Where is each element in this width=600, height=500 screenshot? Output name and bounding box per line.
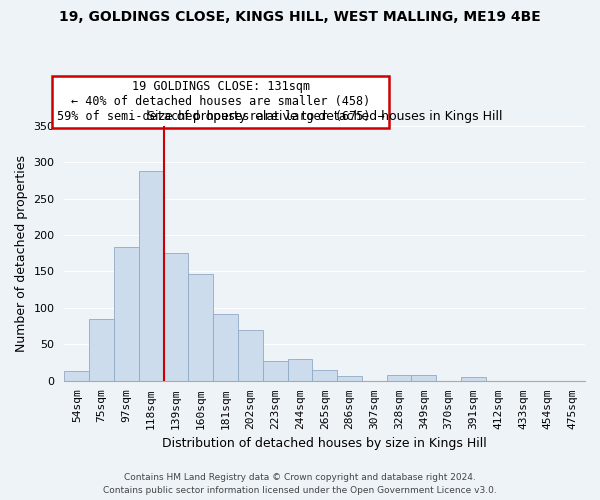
Bar xyxy=(412,376,436,380)
Y-axis label: Number of detached properties: Number of detached properties xyxy=(15,154,28,352)
Bar xyxy=(263,361,287,380)
Text: 19 GOLDINGS CLOSE: 131sqm
← 40% of detached houses are smaller (458)
59% of semi: 19 GOLDINGS CLOSE: 131sqm ← 40% of detac… xyxy=(57,80,385,124)
Bar xyxy=(89,318,114,380)
Bar xyxy=(164,253,188,380)
Text: 19, GOLDINGS CLOSE, KINGS HILL, WEST MALLING, ME19 4BE: 19, GOLDINGS CLOSE, KINGS HILL, WEST MAL… xyxy=(59,10,541,24)
Title: Size of property relative to detached houses in Kings Hill: Size of property relative to detached ho… xyxy=(147,110,502,124)
Bar xyxy=(64,371,89,380)
Bar xyxy=(337,376,362,380)
Bar xyxy=(287,358,313,380)
Bar xyxy=(313,370,337,380)
Bar xyxy=(114,246,139,380)
Bar xyxy=(238,330,263,380)
Bar xyxy=(213,314,238,380)
Bar xyxy=(139,171,164,380)
X-axis label: Distribution of detached houses by size in Kings Hill: Distribution of detached houses by size … xyxy=(163,437,487,450)
Bar xyxy=(386,376,412,380)
Text: Contains HM Land Registry data © Crown copyright and database right 2024.
Contai: Contains HM Land Registry data © Crown c… xyxy=(103,474,497,495)
Bar xyxy=(461,377,486,380)
Bar xyxy=(188,274,213,380)
